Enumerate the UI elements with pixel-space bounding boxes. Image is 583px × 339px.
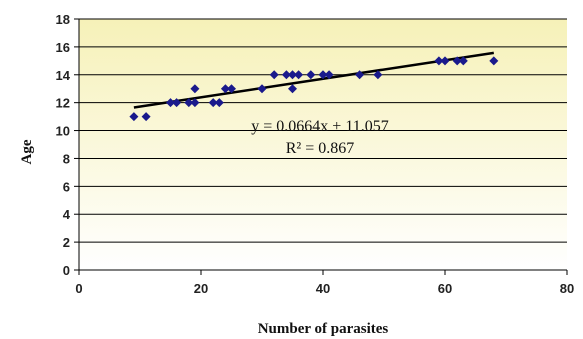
y-tick-label: 12 — [56, 96, 70, 111]
data-point — [172, 98, 182, 108]
gridlines — [79, 18, 567, 243]
y-tick-label: 4 — [63, 207, 71, 222]
x-tick-label: 0 — [75, 281, 82, 296]
x-axis-title: Number of parasites — [258, 321, 389, 337]
trendline-layer — [133, 51, 494, 109]
data-point — [190, 98, 200, 108]
trendline — [133, 51, 494, 109]
data-points — [129, 56, 499, 122]
y-tick-label: 10 — [56, 124, 70, 139]
x-tick-label: 60 — [438, 281, 452, 296]
trendline-equation: y = 0.0664x + 11.057 — [251, 118, 388, 135]
data-point — [318, 70, 328, 80]
data-point — [129, 112, 139, 122]
data-point — [434, 56, 444, 66]
data-point — [208, 98, 218, 108]
axes — [74, 18, 568, 275]
y-tick-label: 6 — [63, 179, 70, 194]
data-point — [184, 98, 194, 108]
y-tick-label: 16 — [56, 40, 70, 55]
data-point — [306, 70, 316, 80]
data-point — [458, 56, 468, 66]
data-point — [141, 112, 151, 122]
y-tick-label: 18 — [56, 12, 70, 27]
data-point — [452, 56, 462, 66]
y-tick-label: 8 — [63, 151, 70, 166]
y-tick-label: 14 — [56, 68, 71, 83]
data-point — [269, 70, 279, 80]
r-squared-label: R² = 0.867 — [286, 140, 355, 157]
data-point — [324, 70, 334, 80]
y-tick-label: 2 — [63, 235, 70, 250]
data-point — [227, 84, 236, 94]
data-point — [166, 98, 175, 108]
data-point — [288, 70, 297, 80]
data-point — [288, 84, 297, 94]
x-tick-label: 20 — [194, 281, 208, 296]
x-tick-label: 80 — [560, 281, 574, 296]
data-point — [190, 84, 200, 94]
data-point — [294, 70, 304, 80]
y-tick-label: 0 — [63, 263, 70, 278]
data-point — [489, 56, 499, 66]
data-point — [440, 56, 450, 66]
data-point — [220, 84, 230, 94]
data-point — [373, 70, 383, 80]
x-tick-label: 40 — [316, 281, 330, 296]
tick-labels: 0 2 4 6 8 10 12 14 16 18 0 20 40 60 80 — [56, 12, 575, 296]
data-point — [281, 70, 291, 80]
data-point — [257, 84, 267, 94]
data-point — [214, 98, 224, 108]
plot-area — [79, 19, 567, 270]
y-axis-title: Age — [19, 139, 35, 164]
data-point — [355, 70, 365, 80]
